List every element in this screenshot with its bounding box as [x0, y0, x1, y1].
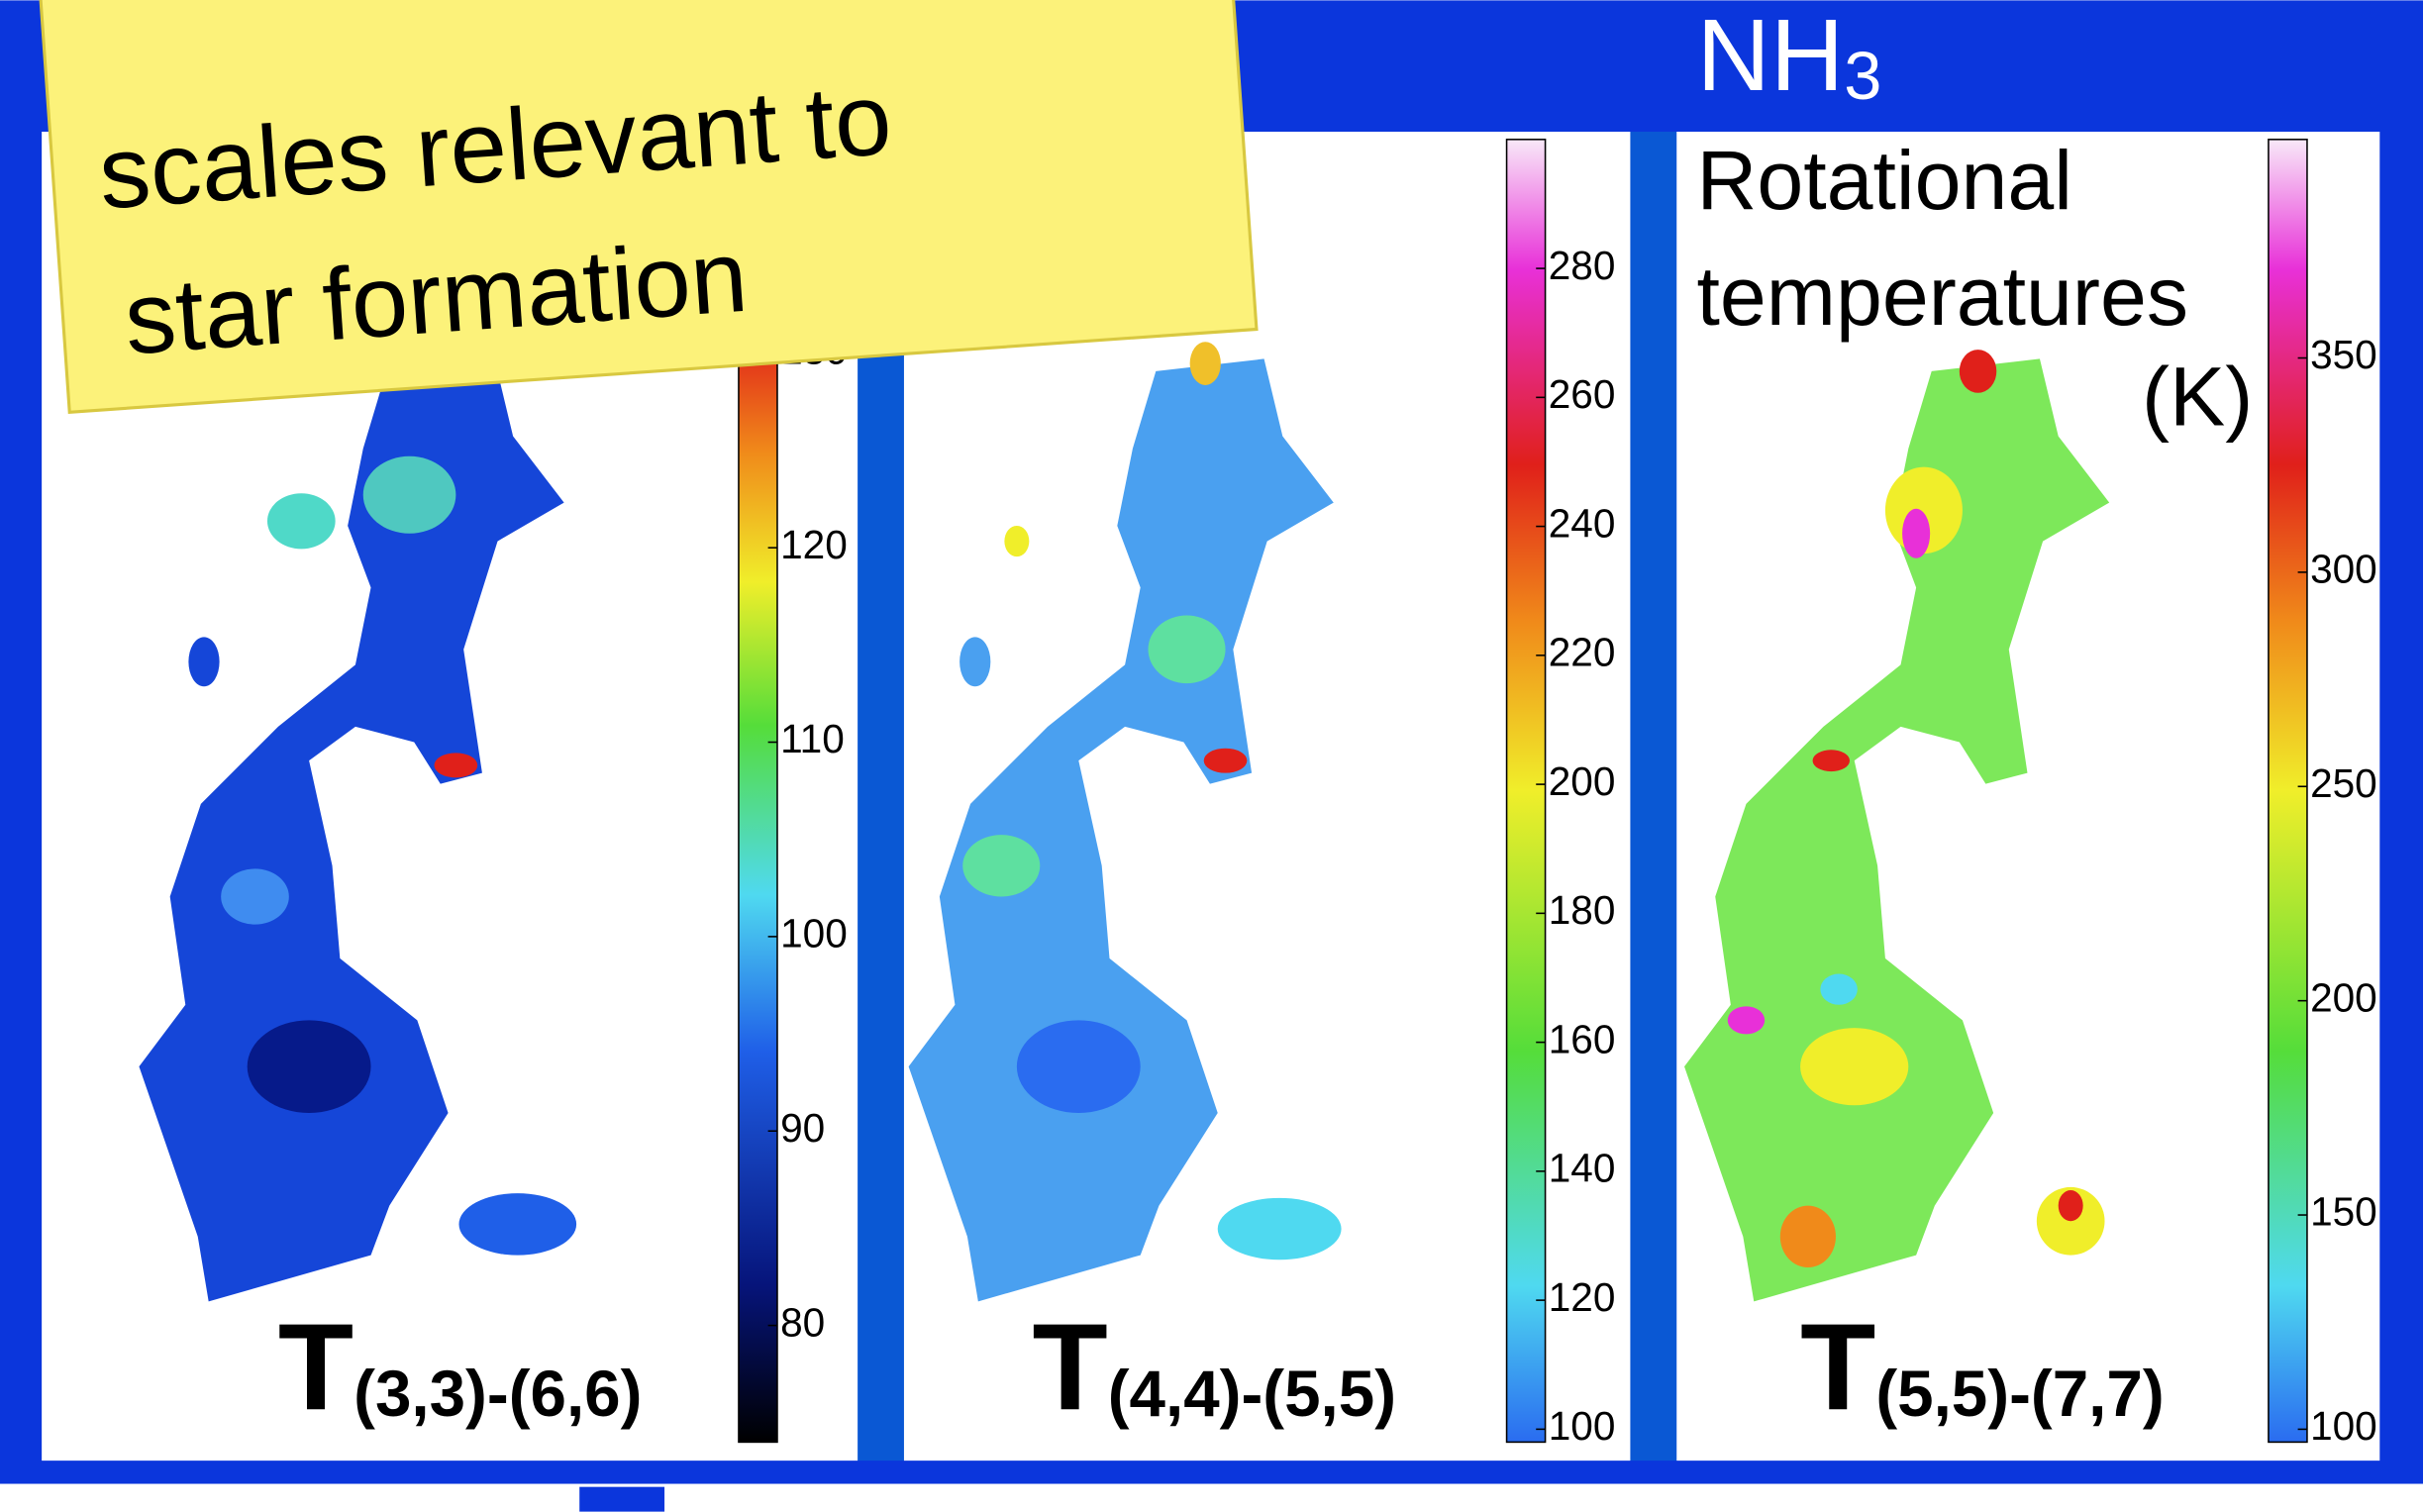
colorbar-tick-label: 300 [2310, 547, 2377, 592]
title-subscript: 3 [1844, 38, 1881, 114]
divider [1630, 132, 1676, 1461]
panel-subscript: (4,4)-(5,5) [1108, 1358, 1396, 1430]
colorbar-tick-label: 350 [2310, 332, 2377, 377]
colorbar-tick-label: 160 [1549, 1016, 1616, 1061]
title-text: NH [1697, 0, 1845, 112]
colorbar-tick-label: 260 [1549, 371, 1616, 417]
colorbar-tick-label: 120 [1549, 1274, 1616, 1320]
label-line: temperatures [1697, 250, 2188, 343]
panel-symbol: T [1032, 1299, 1107, 1437]
colorbar-tick-label: 240 [1549, 500, 1616, 546]
colorbar-scale [1507, 140, 1546, 1443]
colorbar-tick-label: 150 [2310, 1189, 2377, 1235]
colorbar-tick-label: 200 [2310, 974, 2377, 1020]
colorbar-tick-label: 250 [2310, 760, 2377, 806]
colorbar-tick-label: 100 [780, 911, 848, 957]
slide: 8090100110120130T(3,3)-(6,6)100120140160… [0, 0, 2423, 1512]
colorbar-tick-label: 100 [2310, 1403, 2377, 1449]
colorbar-tick-label: 180 [1549, 887, 1616, 933]
colorbar-tick-label: 200 [1549, 758, 1616, 804]
panel-symbol: T [1800, 1299, 1875, 1437]
panel-subscript: (3,3)-(6,6) [353, 1358, 642, 1430]
colorbar-tick-label: 100 [1549, 1403, 1616, 1449]
colorbar-tick-label: 110 [780, 716, 845, 761]
colorbar-scale [2269, 140, 2307, 1443]
colorbar-tick-label: 220 [1549, 630, 1616, 675]
colorbar-tick-label: 120 [780, 522, 848, 567]
label-line: Rotational [1697, 134, 2072, 227]
label-line: (K) [2142, 351, 2253, 444]
panel-symbol: T [278, 1299, 353, 1437]
panel-subscript: (5,5)-(7,7) [1875, 1358, 2164, 1430]
colorbar-tick-label: 140 [1549, 1146, 1616, 1191]
footer-icon [579, 1487, 664, 1512]
colorbar-tick-label: 80 [780, 1299, 825, 1345]
page: { "title": {"text": "NH", "subscript": "… [0, 0, 2423, 1512]
colorbar-tick-label: 90 [780, 1105, 825, 1151]
colorbar-tick-label: 280 [1549, 243, 1616, 288]
